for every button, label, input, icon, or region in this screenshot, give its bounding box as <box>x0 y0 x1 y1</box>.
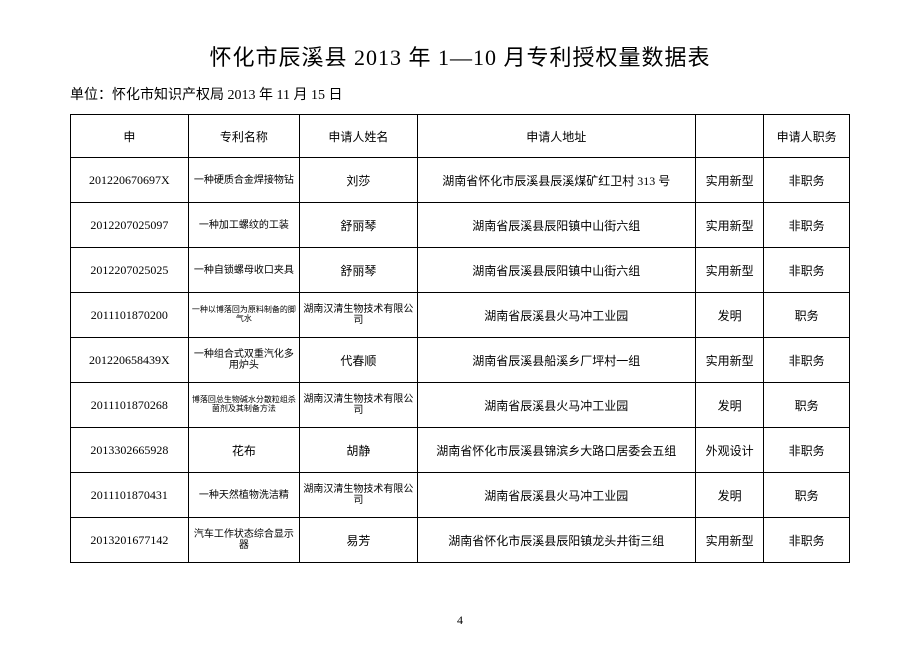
cell-name: 一种硬质合金焊接物钻 <box>188 158 299 203</box>
table-row: 2013302665928花布胡静湖南省怀化市辰溪县锦滨乡大路口居委会五组外观设… <box>71 428 850 473</box>
table-row: 2013201677142汽车工作状态综合显示器易芳湖南省怀化市辰溪县辰阳镇龙头… <box>71 518 850 563</box>
cell-id: 2013201677142 <box>71 518 189 563</box>
cell-id: 201220658439X <box>71 338 189 383</box>
cell-applicant: 刘莎 <box>299 158 417 203</box>
cell-applicant: 胡静 <box>299 428 417 473</box>
cell-name: 一种天然植物洗洁精 <box>188 473 299 518</box>
cell-duty: 非职务 <box>764 248 850 293</box>
table-row: 201220658439X一种组合式双重汽化多用炉头代春顺湖南省辰溪县船溪乡厂坪… <box>71 338 850 383</box>
cell-id: 2011101870200 <box>71 293 189 338</box>
cell-id: 2011101870268 <box>71 383 189 428</box>
cell-address: 湖南省辰溪县船溪乡厂坪村一组 <box>417 338 695 383</box>
col-header-id: 申 <box>71 115 189 158</box>
cell-address: 湖南省怀化市辰溪县辰溪煤矿红卫村 313 号 <box>417 158 695 203</box>
cell-duty: 非职务 <box>764 203 850 248</box>
cell-applicant: 舒丽琴 <box>299 248 417 293</box>
cell-type: 发明 <box>695 473 763 518</box>
cell-applicant: 舒丽琴 <box>299 203 417 248</box>
cell-type: 实用新型 <box>695 248 763 293</box>
table-row: 201220670697X一种硬质合金焊接物钻刘莎湖南省怀化市辰溪县辰溪煤矿红卫… <box>71 158 850 203</box>
cell-duty: 非职务 <box>764 158 850 203</box>
cell-name: 一种加工螺纹的工装 <box>188 203 299 248</box>
cell-applicant: 湖南汉清生物技术有限公司 <box>299 383 417 428</box>
cell-type: 实用新型 <box>695 518 763 563</box>
cell-id: 2011101870431 <box>71 473 189 518</box>
cell-duty: 非职务 <box>764 518 850 563</box>
cell-id: 201220670697X <box>71 158 189 203</box>
cell-address: 湖南省辰溪县火马冲工业园 <box>417 293 695 338</box>
cell-address: 湖南省怀化市辰溪县辰阳镇龙头井街三组 <box>417 518 695 563</box>
cell-address: 湖南省怀化市辰溪县锦滨乡大路口居委会五组 <box>417 428 695 473</box>
cell-duty: 非职务 <box>764 338 850 383</box>
cell-duty: 职务 <box>764 293 850 338</box>
col-header-type <box>695 115 763 158</box>
cell-id: 2012207025097 <box>71 203 189 248</box>
cell-name: 一种自锁螺母收口夹具 <box>188 248 299 293</box>
cell-applicant: 湖南汉清生物技术有限公司 <box>299 293 417 338</box>
col-header-address: 申请人地址 <box>417 115 695 158</box>
cell-address: 湖南省辰溪县火马冲工业园 <box>417 383 695 428</box>
patent-table: 申 专利名称 申请人姓名 申请人地址 申请人职务 201220670697X一种… <box>70 114 850 563</box>
cell-address: 湖南省辰溪县火马冲工业园 <box>417 473 695 518</box>
cell-applicant: 代春顺 <box>299 338 417 383</box>
cell-name: 汽车工作状态综合显示器 <box>188 518 299 563</box>
col-header-duty: 申请人职务 <box>764 115 850 158</box>
cell-id: 2013302665928 <box>71 428 189 473</box>
col-header-applicant: 申请人姓名 <box>299 115 417 158</box>
cell-type: 实用新型 <box>695 158 763 203</box>
cell-applicant: 易芳 <box>299 518 417 563</box>
page-title: 怀化市辰溪县 2013 年 1—10 月专利授权量数据表 <box>70 40 850 72</box>
col-header-name: 专利名称 <box>188 115 299 158</box>
table-header-row: 申 专利名称 申请人姓名 申请人地址 申请人职务 <box>71 115 850 158</box>
cell-type: 外观设计 <box>695 428 763 473</box>
table-row: 2011101870200一种以博落回为原料制备的脚气水湖南汉清生物技术有限公司… <box>71 293 850 338</box>
page-subtitle: 单位：怀化市知识产权局 2013 年 11 月 15 日 <box>70 84 850 104</box>
table-row: 2012207025025一种自锁螺母收口夹具舒丽琴湖南省辰溪县辰阳镇中山街六组… <box>71 248 850 293</box>
cell-type: 发明 <box>695 293 763 338</box>
table-row: 2012207025097一种加工螺纹的工装舒丽琴湖南省辰溪县辰阳镇中山街六组实… <box>71 203 850 248</box>
table-row: 2011101870268博落回总生物碱水分散粒组杀菌剂及其制备方法湖南汉清生物… <box>71 383 850 428</box>
cell-type: 实用新型 <box>695 203 763 248</box>
cell-name: 博落回总生物碱水分散粒组杀菌剂及其制备方法 <box>188 383 299 428</box>
cell-name: 一种组合式双重汽化多用炉头 <box>188 338 299 383</box>
table-row: 2011101870431一种天然植物洗洁精湖南汉清生物技术有限公司湖南省辰溪县… <box>71 473 850 518</box>
cell-address: 湖南省辰溪县辰阳镇中山街六组 <box>417 248 695 293</box>
cell-address: 湖南省辰溪县辰阳镇中山街六组 <box>417 203 695 248</box>
cell-id: 2012207025025 <box>71 248 189 293</box>
cell-name: 一种以博落回为原料制备的脚气水 <box>188 293 299 338</box>
cell-duty: 职务 <box>764 383 850 428</box>
cell-type: 实用新型 <box>695 338 763 383</box>
cell-duty: 职务 <box>764 473 850 518</box>
cell-type: 发明 <box>695 383 763 428</box>
cell-applicant: 湖南汉清生物技术有限公司 <box>299 473 417 518</box>
page-number: 4 <box>70 613 850 628</box>
cell-duty: 非职务 <box>764 428 850 473</box>
cell-name: 花布 <box>188 428 299 473</box>
